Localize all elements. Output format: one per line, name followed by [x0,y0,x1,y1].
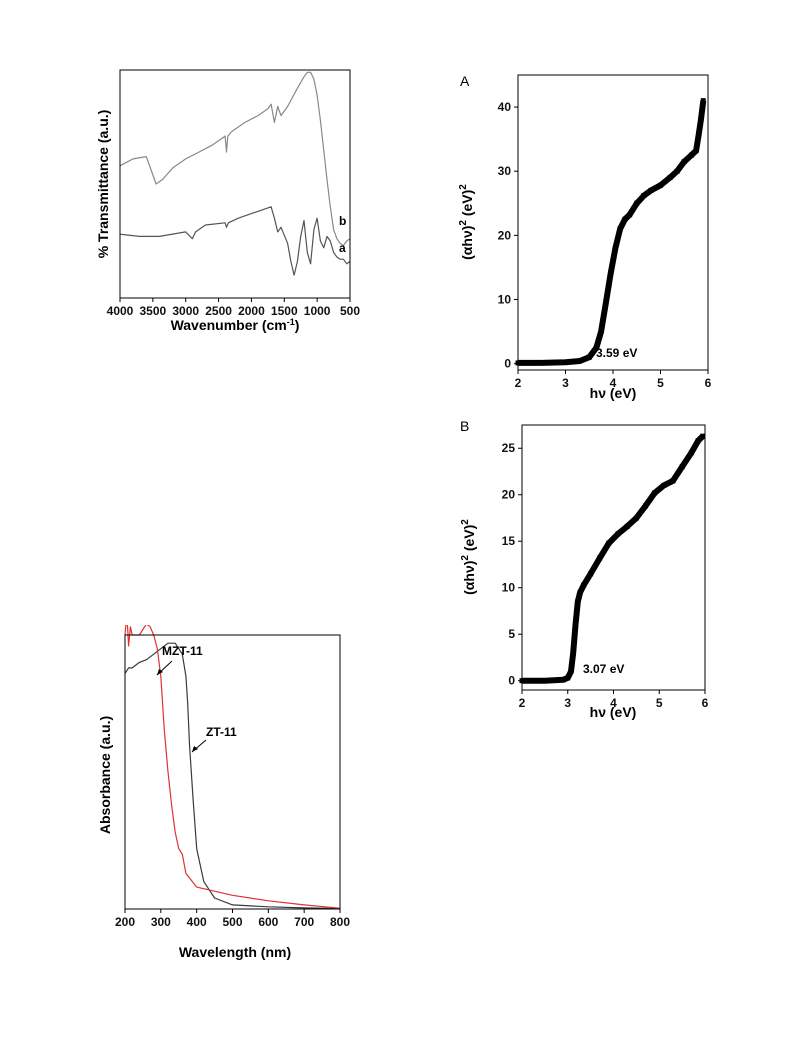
tauc-plot-b: B 2 3 4 5 6 0 5 10 15 20 25 3.07 eV hν (eV) (αhν)… [440,415,740,730]
taucA-x-tick-label: 5 [657,376,664,390]
taucA-x-tick-label: 4 [610,376,617,390]
taucA-x-tick-label: 3 [562,376,569,390]
tauc-b-x-ticks: 2 3 4 5 6 [519,690,709,710]
uvvis-x-tick-label: 400 [187,915,207,929]
uvvis-x-tick-label: 200 [115,915,135,929]
ftir-chart: 4000 3500 3000 2500 2000 1500 1000 500 b a Wave… [80,60,370,360]
ftir-x-tick-label: 1500 [271,304,298,318]
taucB-y-tick-label: 20 [502,488,516,502]
ftir-svg: 4000 3500 3000 2500 2000 1500 1000 500 b a Wave… [95,69,360,333]
ftir-x-tick-label: 500 [340,304,360,318]
tauc-a-y-axis-title: (αhν)2 (eV)2 [458,184,475,260]
taucB-point [700,433,706,439]
ftir-series-layer [119,71,351,276]
taucA-y-tick-label: 40 [498,100,512,114]
taucA-x-tick-label: 6 [705,376,712,390]
taucA-x-tick-label: 2 [515,376,522,390]
uvvis-chart: 200 300 400 500 600 700 800 MZT-11 ZT-11 Wavel… [80,612,370,970]
tauc-a-y-ticks: 0 10 20 30 40 [498,100,518,371]
taucB-x-tick-label: 4 [610,696,617,710]
taucA-y-tick-label: 10 [498,292,512,306]
tauc-a-panel-letter: A [460,73,470,89]
taucB-y-tick-label: 0 [508,674,515,688]
ftir-x-ticks: 4000 3500 3000 2500 2000 1500 1000 500 [107,298,360,318]
uvvis-arrowhead-mzt11 [157,669,163,675]
uvvis-svg: 200 300 400 500 600 700 800 MZT-11 ZT-11 Wavel… [97,612,350,960]
uvvis-plot-frame [124,634,341,910]
tauc-a-plot-frame [517,74,709,371]
taucB-y-tick-label: 5 [508,627,515,641]
tauc-a-series-layer [515,98,707,366]
taucB-y-tick-label: 15 [502,534,516,548]
ftir-x-tick-label: 2000 [238,304,265,318]
ftir-x-tick-label: 2500 [205,304,232,318]
uvvis-x-tick-label: 700 [294,915,314,929]
uvvis-x-ticks: 200 300 400 500 600 700 800 [115,909,350,929]
taucA-series-line [518,100,707,366]
taucB-x-tick-label: 5 [656,696,663,710]
taucA-y-tick-label: 30 [498,164,512,178]
taucB-series-line [522,434,705,684]
ftir-x-axis-title: Wavenumber (cm-1) [171,317,300,333]
taucB-x-tick-label: 6 [702,696,709,710]
tauc-a-svg: A 2 3 4 5 6 0 10 20 30 40 3.59 eV hν (eV) (αhν)2… [458,73,712,401]
taucA-y-tick-label: 0 [504,357,511,371]
tauc-a-bandgap-annotation: 3.59 eV [596,346,637,360]
tauc-b-svg: B 2 3 4 5 6 0 5 10 15 20 25 3.07 eV hν (eV) (αhν)… [460,418,709,720]
taucB-y-tick-label: 10 [502,581,516,595]
ftir-x-tick-label: 1000 [304,304,331,318]
tauc-plot-a: A 2 3 4 5 6 0 10 20 30 40 3.59 eV hν (eV) (αhν)2… [440,60,740,410]
tauc-b-panel-letter: B [460,418,469,434]
ftir-series-a [119,206,351,276]
tauc-b-y-axis-title: (αhν)2 (eV)2 [460,519,477,595]
taucB-x-tick-label: 3 [564,696,571,710]
tauc-b-y-ticks: 0 5 10 15 20 25 [502,441,522,688]
uvvis-x-tick-label: 800 [330,915,350,929]
tauc-b-x-axis-title: hν (eV) [590,704,637,720]
ftir-label-b: b [339,214,346,228]
uvvis-x-tick-label: 600 [258,915,278,929]
ftir-plot-frame [119,69,351,299]
uvvis-arrowhead-zt11 [192,746,198,752]
taucA-y-tick-label: 20 [498,228,512,242]
uvvis-y-axis-title: Absorbance (a.u.) [97,716,113,834]
ftir-x-tick-label: 3000 [172,304,199,318]
uvvis-label-mzt11: MZT-11 [162,644,203,658]
tauc-a-x-ticks: 2 3 4 5 6 [515,370,712,390]
taucB-x-tick-label: 2 [519,696,526,710]
ftir-y-axis-title: % Transmittance (a.u.) [95,110,111,259]
uvvis-x-tick-label: 500 [222,915,242,929]
taucA-point [700,98,706,104]
tauc-a-x-axis-title: hν (eV) [590,385,637,401]
tauc-b-plot-frame [521,424,706,691]
ftir-series-b [119,71,351,247]
ftir-x-tick-label: 3500 [140,304,167,318]
uvvis-series-mzt-11 [124,612,341,909]
tauc-b-bandgap-annotation: 3.07 eV [583,662,624,676]
uvvis-label-zt11: ZT-11 [206,725,237,739]
uvvis-series-zt-11 [124,642,341,910]
uvvis-x-axis-title: Wavelength (nm) [179,944,291,960]
taucB-y-tick-label: 25 [502,441,516,455]
ftir-label-a: a [339,241,346,255]
tauc-b-series-layer [519,433,706,684]
uvvis-x-tick-label: 300 [151,915,171,929]
ftir-x-tick-label: 4000 [107,304,134,318]
uvvis-series-layer [124,612,341,910]
